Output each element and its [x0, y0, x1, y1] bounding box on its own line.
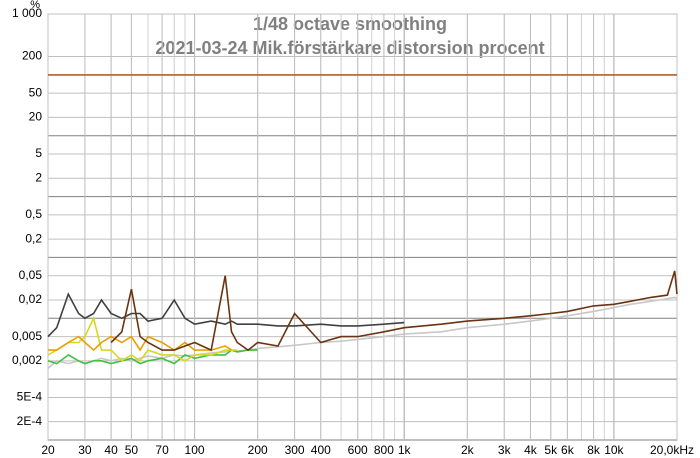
x-tick-label: 300: [285, 443, 305, 457]
y-tick-label: 0,5: [25, 207, 42, 221]
y-axis-unit: %: [30, 0, 40, 11]
x-tick-label: 800: [374, 443, 394, 457]
grid: [47, 13, 678, 441]
y-tick-label: 5E-4: [17, 390, 43, 404]
x-tick-label: 200: [248, 443, 268, 457]
x-tick-label: 3k: [498, 443, 512, 457]
x-tick-label: 30: [78, 443, 92, 457]
plot-area: [47, 13, 678, 441]
x-tick-label: 4k: [524, 443, 538, 457]
y-tick-label: 0,2: [25, 231, 42, 245]
y-tick-label: 5: [35, 146, 42, 160]
x-tick-label: 20: [41, 443, 55, 457]
x-tick-label: 600: [348, 443, 368, 457]
x-tick-label: 6k: [561, 443, 575, 457]
x-tick-label: 8k: [587, 443, 601, 457]
x-tick-label: 5k: [544, 443, 558, 457]
series-line: [47, 315, 238, 362]
x-tick-label: 1k: [398, 443, 412, 457]
y-tick-label: 1 000: [12, 6, 42, 20]
series-group: [47, 74, 678, 370]
x-tick-label: 100: [185, 443, 205, 457]
series-line: [48, 335, 232, 352]
x-tick-label: 20,0kHz: [650, 443, 694, 457]
y-tick-label: 0,05: [19, 268, 43, 282]
x-tick-label: 10k: [604, 443, 624, 457]
series-line: [47, 292, 405, 338]
y-tick-label: 200: [22, 49, 42, 63]
y-tick-label: 2E-4: [17, 414, 43, 428]
chart-title: 1/48 octave smoothing: [253, 14, 447, 34]
x-tick-label: 40: [104, 443, 118, 457]
x-tick-label: 50: [125, 443, 139, 457]
y-tick-label: 2: [35, 170, 42, 184]
series-line: [47, 296, 678, 370]
y-tick-label: 50: [29, 85, 43, 99]
x-tick-label: 2k: [461, 443, 475, 457]
x-tick-label: 400: [311, 443, 331, 457]
series-line: [47, 349, 258, 365]
y-tick-label: 0,02: [19, 292, 43, 306]
y-tick-label: 20: [29, 110, 43, 124]
y-tick-label: 0,005: [12, 329, 42, 343]
y-tick-label: 0,002: [12, 353, 42, 367]
x-tick-label: 70: [155, 443, 169, 457]
chart-subtitle: 2021-03-24 Mik.förstärkare distorsion pr…: [155, 38, 544, 58]
series-line: [110, 270, 678, 352]
